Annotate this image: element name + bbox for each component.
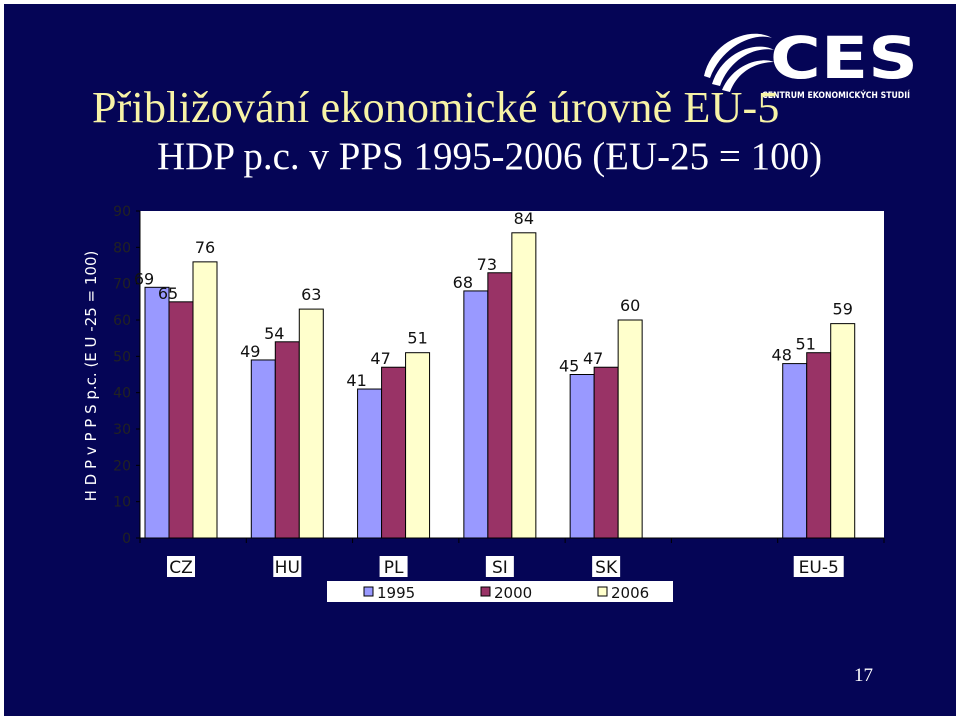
bar-2000-SK xyxy=(593,366,619,539)
bar-2006-EU-5 xyxy=(830,323,856,539)
ces-logo: CES CENTRUM EKONOMICKÝCH STUDIÍ xyxy=(704,24,918,101)
slide: CES CENTRUM EKONOMICKÝCH STUDIÍ Přibližo… xyxy=(4,4,956,716)
data-label: 59 xyxy=(833,300,853,319)
category-label: HU xyxy=(275,558,300,578)
category-label-box xyxy=(485,556,514,577)
bar-2006-HU xyxy=(298,308,324,539)
legend-swatch xyxy=(597,586,608,597)
legend-swatch xyxy=(363,586,374,597)
y-tick-label: 40 xyxy=(113,386,131,402)
logo-subtext: CENTRUM EKONOMICKÝCH STUDIÍ xyxy=(762,89,911,101)
legend: 1995 2000 2006 xyxy=(327,581,673,602)
category-label: SI xyxy=(492,558,508,578)
data-label: 73 xyxy=(477,255,497,274)
data-label: 60 xyxy=(620,296,640,315)
y-tick-label: 0 xyxy=(122,531,131,547)
legend-box xyxy=(327,581,673,602)
category-label: EU-5 xyxy=(799,558,839,578)
category-label-box xyxy=(793,556,844,577)
y-axis-label: H D P v P P S p.c. (E U -25 = 100) xyxy=(82,251,100,502)
category-label: PL xyxy=(384,558,404,578)
data-label: 76 xyxy=(195,238,215,257)
bar-2000-HU xyxy=(274,341,300,539)
data-label: 63 xyxy=(301,285,321,304)
y-tick-label: 90 xyxy=(113,204,131,220)
bar-chart: 0 10 20 30 40 50 60 70 80 90 69 49 41 68 45 48 65 54 47 73… xyxy=(82,204,885,602)
slide-title: Přibližování ekonomické úrovně EU-5 xyxy=(92,83,780,132)
bar-1995-CZ xyxy=(144,286,170,539)
y-axis: 0 10 20 30 40 50 60 70 80 90 xyxy=(113,204,141,547)
data-label: 45 xyxy=(559,357,579,376)
data-label: 41 xyxy=(346,371,366,390)
data-label: 68 xyxy=(453,273,473,292)
bar-1995-SK xyxy=(569,374,595,539)
category-label-box xyxy=(592,556,621,577)
bar-2000-CZ xyxy=(168,301,194,539)
globe-swoosh-icon xyxy=(704,33,774,92)
bar-1995-HU xyxy=(250,359,276,539)
x-axis: CZ HU PL SI SK EU-5 xyxy=(139,537,885,578)
bar-1995-EU-5 xyxy=(782,363,808,539)
category-label: CZ xyxy=(169,558,193,578)
legend-swatch xyxy=(480,586,491,597)
y-tick-label: 70 xyxy=(113,277,131,293)
data-label: 49 xyxy=(240,342,260,361)
bar-2006-CZ xyxy=(192,261,218,539)
category-label: SK xyxy=(595,558,618,578)
y-tick-label: 10 xyxy=(113,495,131,511)
y-tick-label: 20 xyxy=(113,458,131,474)
bar-2000-PL xyxy=(381,366,407,539)
bar-2006-PL xyxy=(405,352,431,539)
y-tick-label: 80 xyxy=(113,240,131,256)
data-label: 69 xyxy=(134,269,154,288)
bar-2006-SI xyxy=(511,232,537,539)
bar-labels: 69 49 41 68 45 48 65 54 47 73 47 51 76 63 51 84 60 59 xyxy=(134,209,853,390)
data-label: 47 xyxy=(370,349,390,368)
bars xyxy=(144,232,856,539)
data-label: 54 xyxy=(264,324,284,343)
bar-2000-SI xyxy=(487,272,513,539)
data-label: 47 xyxy=(583,349,603,368)
bar-1995-PL xyxy=(357,388,383,539)
category-label-box xyxy=(379,556,408,577)
data-label: 51 xyxy=(407,329,427,348)
page-number: 17 xyxy=(854,665,873,686)
legend-label: 2000 xyxy=(494,584,532,602)
slide-subtitle: HDP p.c. v PPS 1995-2006 (EU-25 = 100) xyxy=(157,135,823,178)
bar-2006-SK xyxy=(617,319,643,539)
y-tick-label: 30 xyxy=(113,422,131,438)
y-tick-label: 60 xyxy=(113,313,131,329)
legend-label: 2006 xyxy=(611,584,649,602)
bar-2000-EU-5 xyxy=(806,352,832,539)
y-tick-label: 50 xyxy=(113,349,131,365)
data-label: 84 xyxy=(514,209,534,228)
legend-label: 1995 xyxy=(377,584,415,602)
category-label-box xyxy=(273,556,302,577)
category-label-box xyxy=(167,556,195,577)
data-label: 51 xyxy=(796,335,816,354)
logo-text: CES xyxy=(770,24,918,92)
data-label: 48 xyxy=(772,346,792,365)
data-label: 65 xyxy=(158,284,178,303)
bar-1995-SI xyxy=(463,290,489,539)
